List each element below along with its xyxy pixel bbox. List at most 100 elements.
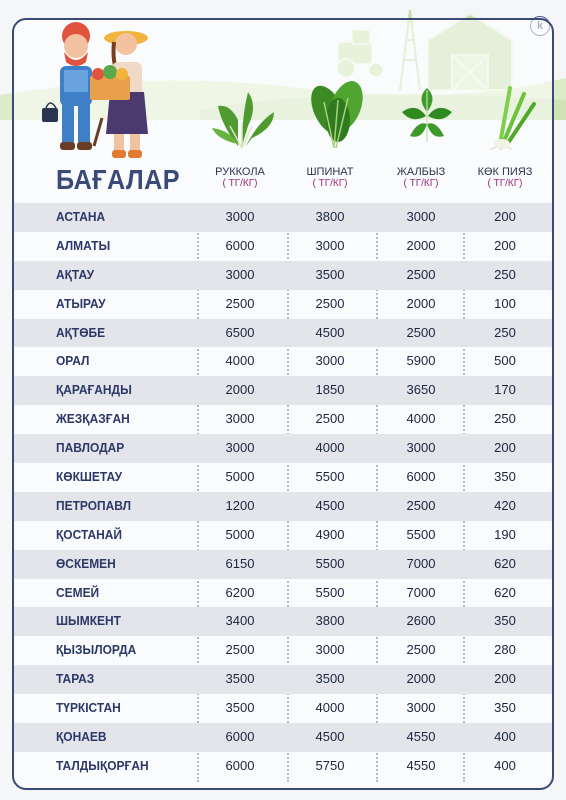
price-cell: 6000 (225, 237, 255, 253)
price-cell: 4000 (406, 411, 436, 427)
table-row: ҚЫЗЫЛОРДА 2500 3000 2500 280 (14, 636, 552, 665)
price-cell: 620 (494, 584, 516, 600)
green-onion-icon (489, 86, 536, 150)
table-row: ҚОСТАНАЙ 5000 4900 5500 190 (14, 521, 552, 550)
spinach-icon (311, 81, 363, 149)
column-unit: ( ТГ/КГ) (403, 178, 439, 189)
price-cell: 7000 (406, 555, 436, 571)
price-cell: 3800 (315, 209, 345, 224)
price-cell: 5500 (315, 555, 345, 571)
price-cell: 200 (494, 671, 516, 687)
price-cell: 3000 (225, 209, 255, 224)
table-row: ПАВЛОДАР 3000 4000 3000 200 (14, 434, 552, 464)
city-name: АҚТАУ (56, 266, 95, 282)
price-cell: 500 (494, 353, 516, 369)
price-cell: 1850 (315, 382, 345, 398)
price-cell: 6150 (225, 555, 255, 571)
city-name: ОРАЛ (56, 353, 90, 369)
price-cell: 100 (494, 295, 516, 311)
table-row: ПЕТРОПАВЛ 1200 4500 2500 420 (14, 491, 552, 521)
table-row: ҚОНАЕВ 6000 4500 4550 400 (14, 723, 552, 752)
price-cell: 2500 (406, 324, 436, 340)
price-cell: 4000 (315, 440, 345, 456)
mint-icon (402, 88, 452, 142)
price-cell: 3500 (315, 266, 345, 282)
price-cell: 2500 (225, 642, 255, 658)
table-row: ТҮРКІСТАН 3500 4000 3000 350 (14, 694, 552, 723)
price-cell: 3000 (225, 411, 255, 427)
city-name: КӨКШЕТАУ (56, 469, 123, 485)
price-cell: 1200 (225, 497, 255, 513)
price-cell: 3000 (406, 700, 436, 716)
price-cell: 620 (494, 555, 516, 571)
price-cell: 5500 (315, 469, 345, 485)
column-name: ШПИНАТ (306, 166, 354, 178)
price-cell: 200 (494, 237, 516, 253)
table-row: АТЫРАУ 2500 2500 2000 100 (14, 290, 552, 319)
price-cell: 5500 (406, 526, 436, 542)
city-name: ҚОСТАНАЙ (56, 526, 123, 542)
table-row: АҚТАУ 3000 3500 2500 250 (14, 260, 552, 290)
price-cell: 350 (494, 613, 516, 629)
price-cell: 280 (494, 642, 516, 658)
table-row: ОРАЛ 4000 3000 5900 500 (14, 347, 552, 376)
table-row: АҚТӨБЕ 6500 4500 2500 250 (14, 318, 552, 348)
price-cell: 350 (494, 469, 516, 485)
table-row: ҚАРАҒАНДЫ 2000 1850 3650 170 (14, 376, 552, 406)
price-cell: 3500 (225, 671, 255, 687)
table-row: СЕМЕЙ 6200 5500 7000 620 (14, 579, 552, 608)
price-cell: 4000 (315, 700, 345, 716)
column-header: ШПИНАТ( ТГ/КГ) (290, 166, 370, 190)
price-cell: 2500 (225, 295, 255, 311)
city-name: ПАВЛОДАР (56, 440, 125, 456)
price-cell: 4000 (225, 353, 255, 369)
price-cell: 4550 (406, 757, 436, 773)
column-name: КӨК ПИЯЗ (477, 166, 533, 178)
city-name: АЛМАТЫ (56, 237, 111, 253)
table-row: ТАРАЗ 3500 3500 2000 200 (14, 665, 552, 695)
price-cell: 4500 (315, 497, 345, 513)
price-cell: 6000 (225, 729, 255, 745)
column-header: РУККОЛА( ТГ/КГ) (200, 166, 280, 190)
price-cell: 6000 (225, 757, 255, 773)
price-cell: 420 (494, 497, 516, 513)
price-cell: 7000 (406, 584, 436, 600)
price-cell: 5750 (315, 757, 345, 773)
price-cell: 6500 (225, 324, 255, 340)
price-cell: 2000 (406, 671, 436, 687)
price-cell: 3000 (406, 440, 436, 456)
column-name: ЖАЛБЫЗ (396, 166, 446, 178)
city-name: ӨСКЕМЕН (56, 555, 116, 571)
price-cell: 4900 (315, 526, 345, 542)
price-cell: 400 (494, 729, 516, 745)
price-cell: 6000 (406, 469, 436, 485)
price-cell: 2500 (315, 295, 345, 311)
price-cell: 3500 (315, 671, 345, 687)
column-name: РУККОЛА (215, 166, 265, 178)
table-row: АЛМАТЫ 6000 3000 2000 200 (14, 232, 552, 261)
price-cell: 2000 (406, 295, 436, 311)
price-cell: 350 (494, 700, 516, 716)
price-cell: 200 (494, 209, 516, 224)
price-cell: 2000 (406, 237, 436, 253)
price-cell: 250 (494, 266, 516, 282)
price-cell: 3000 (406, 209, 436, 224)
column-header: ЖАЛБЫЗ( ТГ/КГ) (381, 166, 461, 190)
city-name: ҚОНАЕВ (56, 729, 107, 745)
price-cell: 2500 (406, 266, 436, 282)
table-row: АСТАНА 3000 3800 3000 200 (14, 203, 552, 232)
city-name: СЕМЕЙ (56, 584, 100, 600)
table-row: ЖЕЗҚАЗҒАН 3000 2500 4000 250 (14, 405, 552, 434)
city-name: ҚЫЗЫЛОРДА (56, 642, 137, 658)
table-row: ШЫМКЕНТ 3400 3800 2600 350 (14, 607, 552, 637)
city-name: АСТАНА (56, 209, 106, 224)
city-name: АТЫРАУ (56, 295, 106, 311)
price-cell: 3800 (315, 613, 345, 629)
price-cell: 2500 (406, 497, 436, 513)
price-cell: 4500 (315, 729, 345, 745)
price-cell: 200 (494, 440, 516, 456)
price-cell: 250 (494, 324, 516, 340)
price-cell: 6200 (225, 584, 255, 600)
price-cell: 3000 (225, 440, 255, 456)
city-name: ЖЕЗҚАЗҒАН (56, 411, 130, 427)
